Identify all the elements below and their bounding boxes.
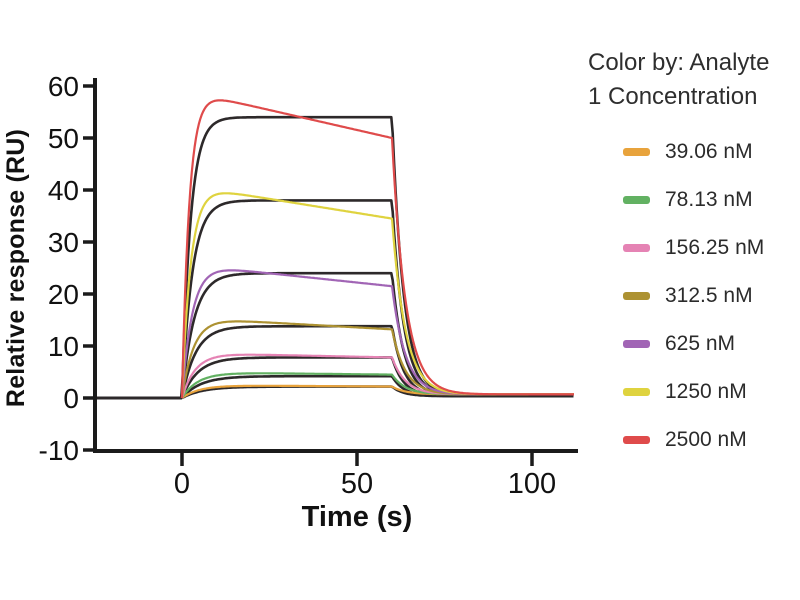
- legend-swatch: [623, 148, 650, 156]
- legend-swatch: [623, 196, 650, 204]
- y-tick-label: -10: [39, 435, 79, 466]
- series-curve-625-nM: [180, 269, 574, 399]
- y-tick-label: 30: [48, 227, 79, 258]
- legend-item: 1250 nM: [588, 368, 800, 416]
- y-axis-title: Relative response (RU): [2, 128, 30, 408]
- y-tick-label: 50: [48, 123, 79, 154]
- x-axis-title: Time (s): [301, 501, 413, 533]
- legend-swatch: [623, 340, 650, 348]
- y-tick-label: 40: [48, 175, 79, 206]
- fit-curve-625-nM: [94, 271, 574, 400]
- legend-title-line1: Color by: Analyte: [588, 49, 770, 76]
- legend-item-label: 312.5 nM: [665, 284, 753, 307]
- legend-item-label: 1250 nM: [665, 380, 747, 403]
- y-tick-label: 0: [63, 383, 79, 414]
- series-curve-1250-nM: [180, 192, 574, 399]
- y-tick-label: 60: [48, 71, 79, 102]
- legend-title-line2: 1 Concentration: [588, 83, 758, 110]
- fit-curve-1250-nM: [94, 199, 574, 400]
- y-tick-label: 10: [48, 331, 79, 362]
- legend-item-label: 2500 nM: [665, 428, 747, 451]
- legend-item-label: 39.06 nM: [665, 140, 753, 163]
- legend-swatch: [623, 244, 650, 252]
- fit-curve-2500-nM: [94, 115, 574, 400]
- legend-swatch: [623, 436, 650, 444]
- fit-curve-156-25-nM: [94, 356, 574, 400]
- legend-item-label: 156.25 nM: [665, 236, 765, 259]
- legend-item: 312.5 nM: [588, 272, 800, 320]
- legend-item: 78.13 nM: [588, 176, 800, 224]
- legend-item: 156.25 nM: [588, 224, 800, 272]
- legend-item: 2500 nM: [588, 416, 800, 464]
- legend-item: 625 nM: [588, 320, 800, 368]
- legend-swatch: [623, 292, 650, 300]
- legend-swatch: [623, 388, 650, 396]
- legend-item-list: 39.06 nM 78.13 nM 156.25 nM 312.5 nM 625 nM 1…: [588, 128, 800, 464]
- y-tick-label: 20: [48, 279, 79, 310]
- x-tick-label: 0: [174, 468, 190, 500]
- series-curve-2500-nM: [180, 99, 574, 399]
- legend-title: Color by: Analyte 1 Concentration: [588, 46, 800, 114]
- x-tick-label: 50: [341, 468, 373, 500]
- legend-item: 39.06 nM: [588, 128, 800, 176]
- legend-item-label: 625 nM: [665, 332, 736, 355]
- legend-item-label: 78.13 nM: [665, 188, 753, 211]
- legend: Color by: Analyte 1 Concentration 39.06 …: [588, 46, 800, 464]
- x-tick-label: 100: [508, 468, 556, 500]
